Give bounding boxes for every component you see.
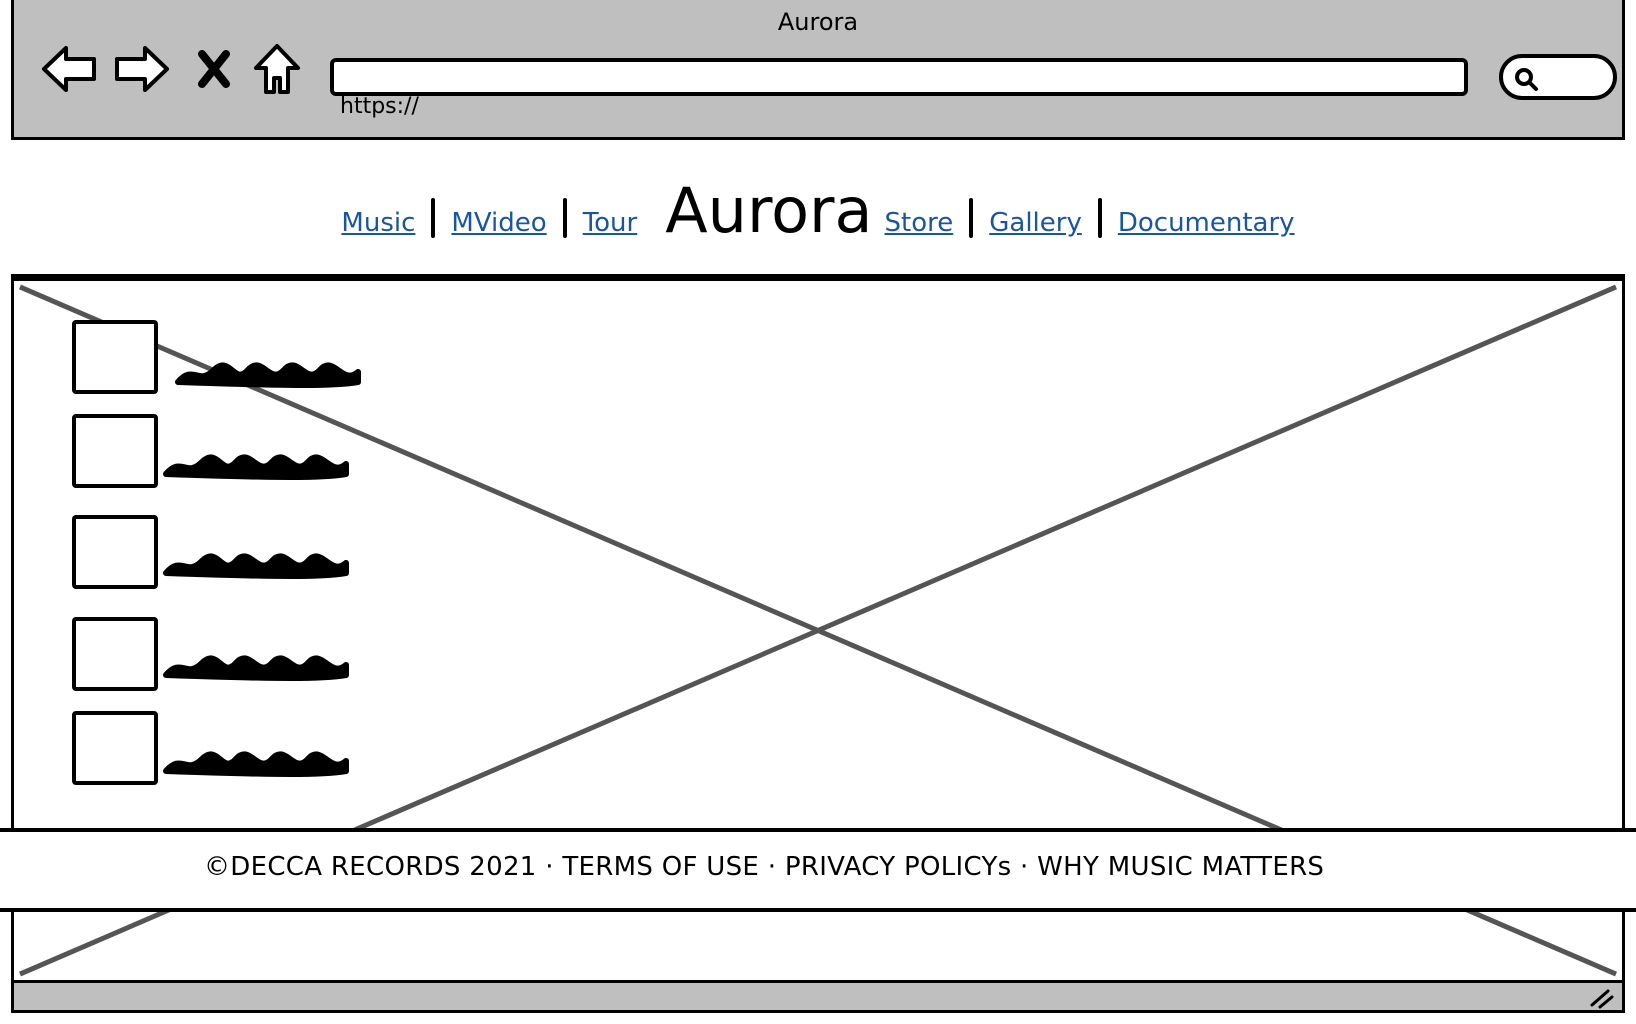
- site-logo[interactable]: Aurora: [665, 174, 873, 247]
- nav-divider: [562, 198, 567, 238]
- window-title: Aurora: [777, 8, 859, 36]
- browser-toolbar: Aurora https://: [11, 0, 1625, 140]
- site-header: Music MVideo Tour Aurora Store Gallery D…: [11, 140, 1625, 278]
- nav-link-documentary[interactable]: Documentary: [1117, 208, 1295, 238]
- close-icon[interactable]: [192, 42, 236, 96]
- scribble-text: [163, 553, 349, 579]
- url-text: https://: [340, 94, 419, 119]
- main-nav: Music MVideo Tour Aurora Store Gallery D…: [11, 160, 1625, 244]
- nav-link-store[interactable]: Store: [884, 208, 954, 238]
- scribble-text: [175, 362, 361, 388]
- list-item[interactable]: [70, 617, 370, 695]
- item-thumbnail[interactable]: [72, 515, 158, 589]
- nav-divider: [1097, 198, 1102, 238]
- nav-link-mvideo[interactable]: MVideo: [451, 208, 547, 238]
- nav-link-music[interactable]: Music: [341, 208, 416, 238]
- list-item[interactable]: [70, 711, 370, 789]
- search-icon: [1515, 68, 1538, 91]
- item-thumbnail[interactable]: [72, 414, 158, 488]
- item-thumbnail[interactable]: [72, 711, 158, 785]
- nav-link-gallery[interactable]: Gallery: [989, 208, 1082, 238]
- item-thumbnail[interactable]: [72, 320, 158, 394]
- nav-divider: [969, 198, 974, 238]
- list-item[interactable]: [70, 515, 370, 593]
- scribble-text: [163, 751, 349, 777]
- list-item[interactable]: [70, 320, 370, 398]
- home-icon[interactable]: [250, 42, 304, 96]
- nav-link-tour[interactable]: Tour: [582, 208, 638, 238]
- nav-divider: [431, 198, 436, 238]
- back-icon[interactable]: [40, 42, 100, 96]
- search-box[interactable]: [1499, 54, 1617, 100]
- list-item[interactable]: [70, 414, 370, 492]
- scribble-text: [163, 655, 349, 681]
- address-bar[interactable]: [330, 58, 1468, 96]
- site-footer: ©DECCA RECORDS 2021 · TERMS OF USE · PRI…: [0, 828, 1636, 912]
- status-bar: [11, 980, 1625, 1013]
- scribble-text: [163, 454, 349, 480]
- footer-text[interactable]: ©DECCA RECORDS 2021 · TERMS OF USE · PRI…: [204, 852, 1325, 882]
- item-thumbnail[interactable]: [72, 617, 158, 691]
- forward-icon[interactable]: [111, 42, 171, 96]
- resize-grip-icon[interactable]: [1586, 985, 1614, 1009]
